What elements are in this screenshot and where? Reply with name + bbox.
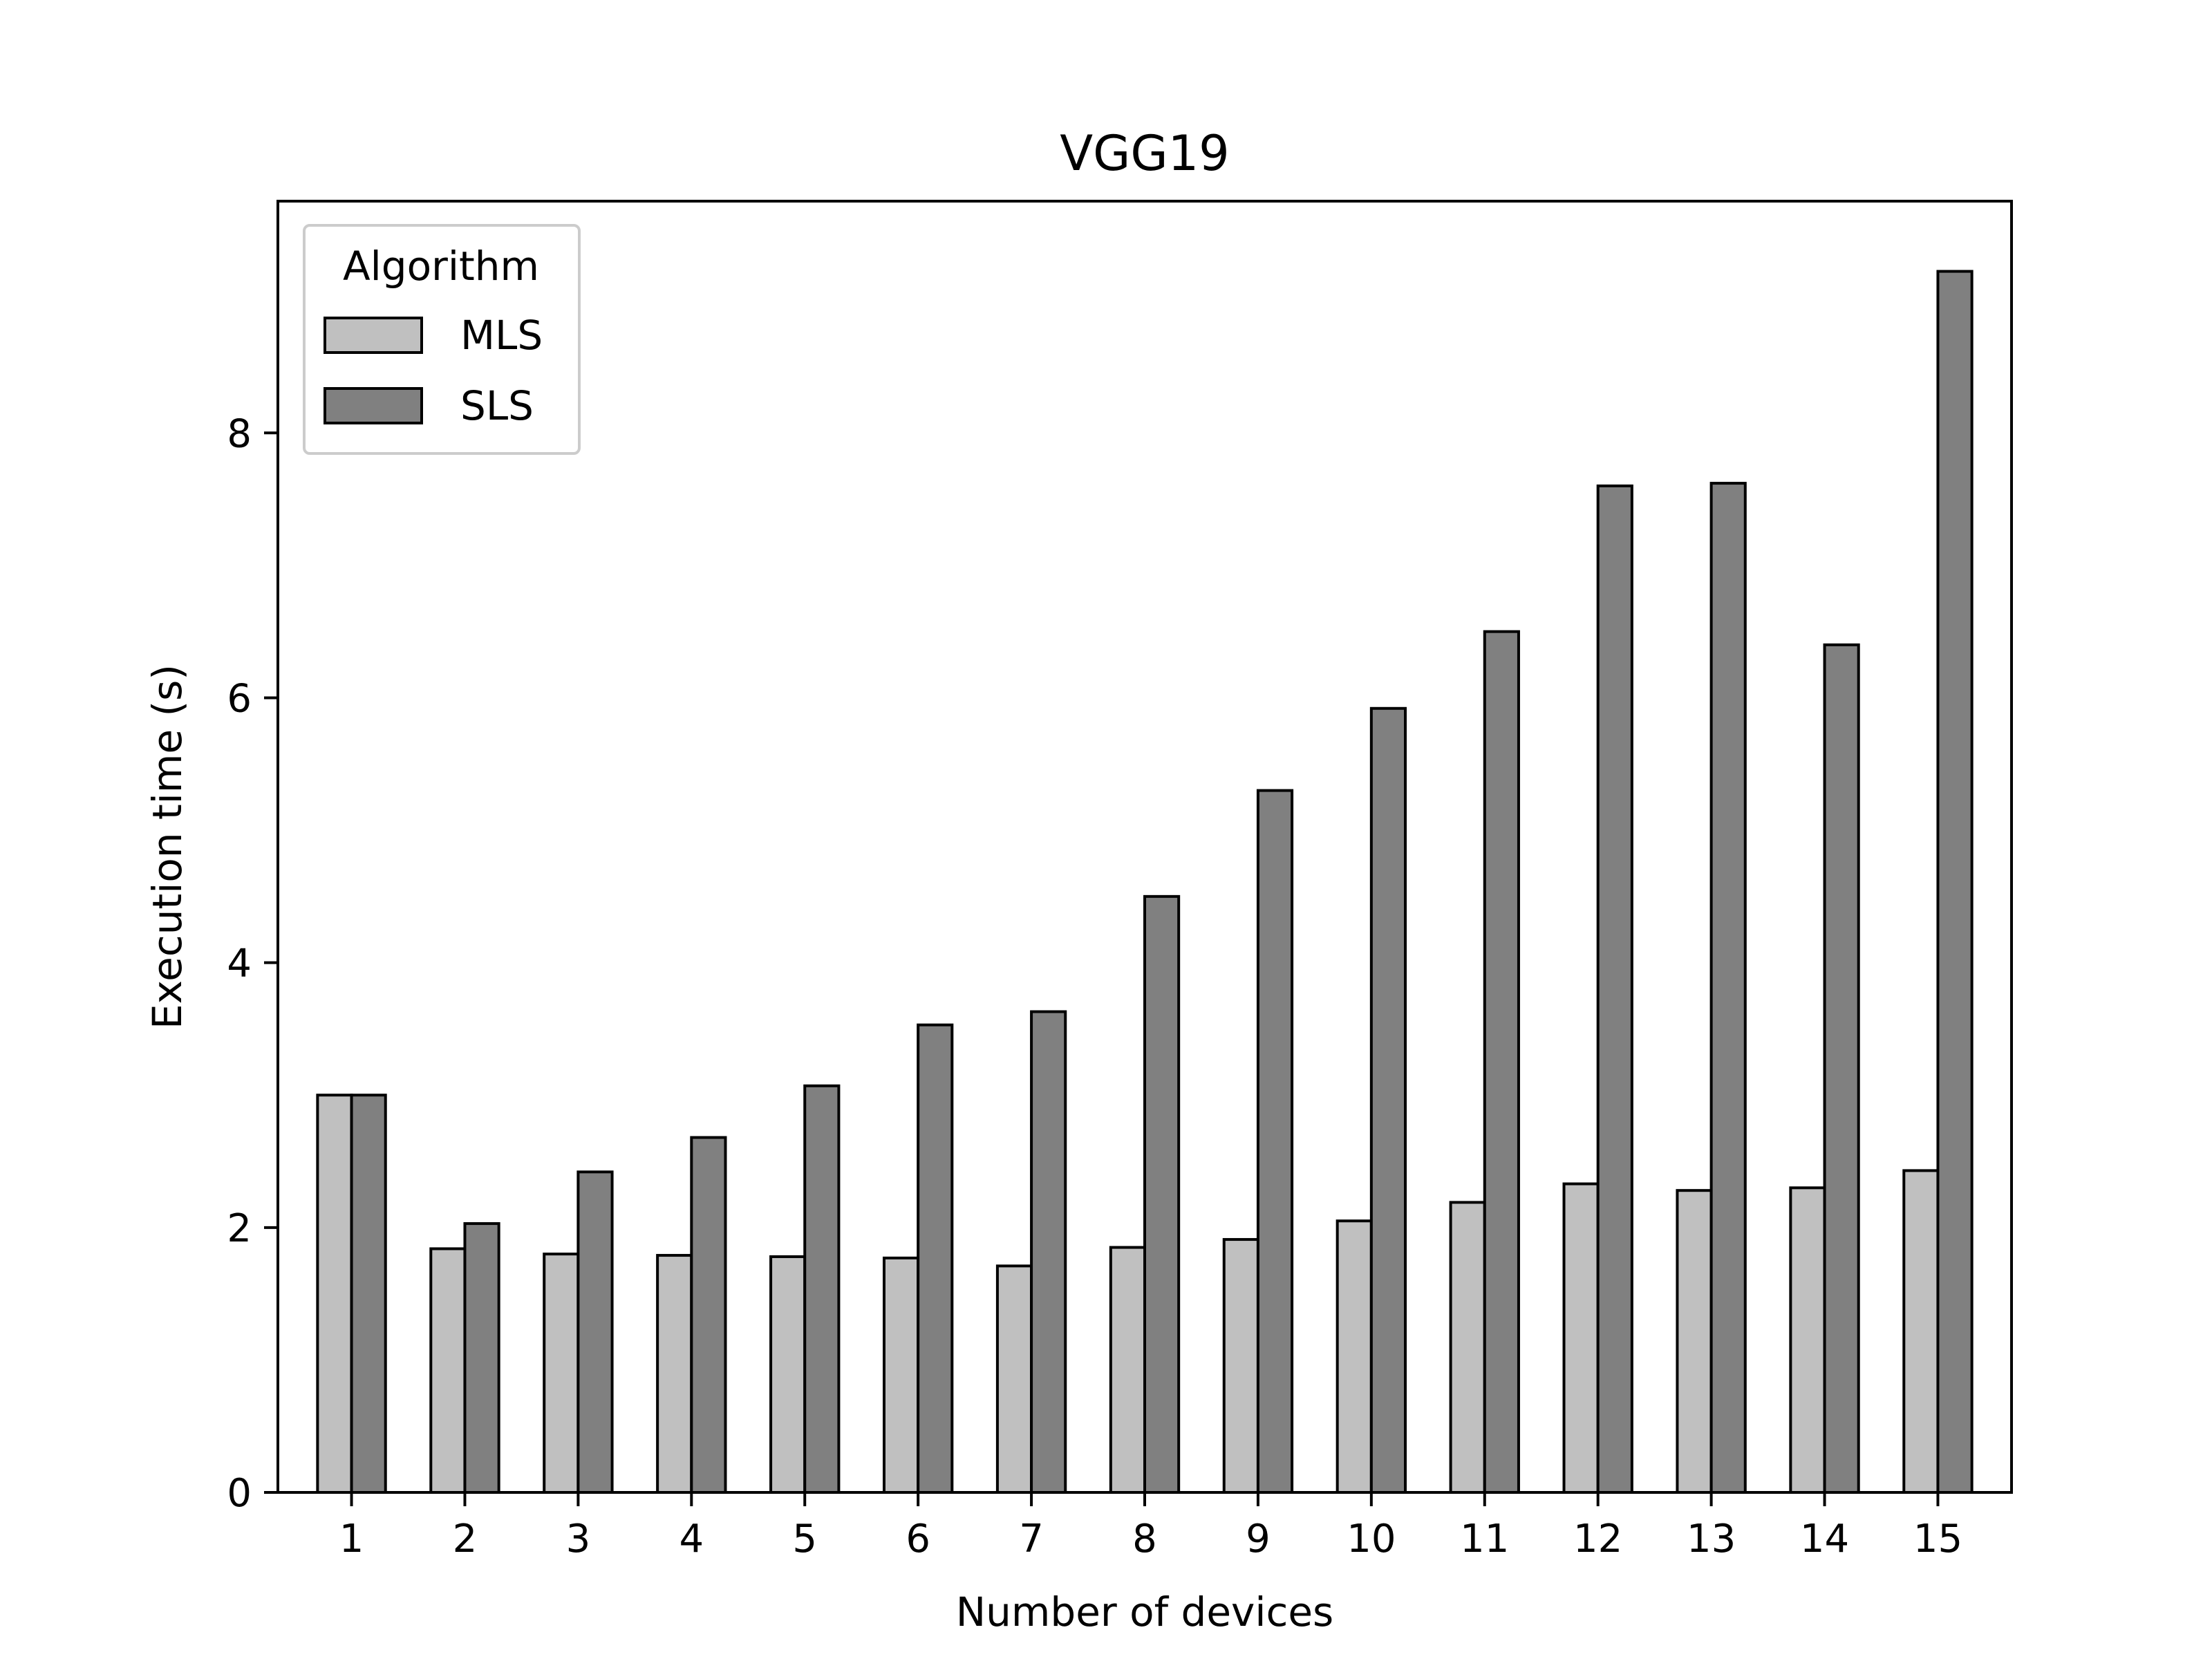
- x-tick-label: 12: [1573, 1517, 1622, 1562]
- bar-sls-3: [577, 1170, 614, 1494]
- bar-mls-11: [1449, 1201, 1486, 1494]
- bar-sls-5: [803, 1084, 841, 1494]
- legend-label-sls: SLS: [460, 382, 534, 429]
- x-tick-label: 7: [1019, 1517, 1044, 1562]
- y-tick-label: 0: [227, 1471, 252, 1516]
- bar-sls-15: [1936, 270, 1974, 1494]
- y-tick-label: 4: [227, 941, 252, 986]
- x-tick-label: 1: [339, 1517, 364, 1562]
- bar-mls-14: [1789, 1186, 1826, 1494]
- legend-title: Algorithm: [343, 243, 539, 290]
- bar-mls-9: [1222, 1238, 1259, 1494]
- legend-label-mls: MLS: [460, 312, 543, 359]
- bars-layer: [316, 270, 1974, 1494]
- chart-title: VGG19: [1060, 125, 1229, 182]
- y-tick-label: 2: [227, 1206, 252, 1251]
- bar-mls-4: [656, 1254, 693, 1494]
- x-tick-label: 4: [679, 1517, 704, 1562]
- bar-sls-14: [1823, 643, 1860, 1494]
- x-tick-label: 3: [566, 1517, 591, 1562]
- x-tick-label: 2: [453, 1517, 478, 1562]
- bar-sls-10: [1369, 706, 1407, 1494]
- legend-swatch-mls: [324, 317, 423, 354]
- bar-sls-2: [463, 1222, 500, 1494]
- x-tick-label: 10: [1347, 1517, 1396, 1562]
- y-axis: 0 2 4 6 8: [227, 411, 278, 1516]
- x-tick-label: 6: [906, 1517, 930, 1562]
- bar-sls-12: [1596, 484, 1633, 1494]
- bar-mls-10: [1335, 1219, 1373, 1494]
- bar-mls-8: [1109, 1246, 1146, 1494]
- bar-mls-2: [429, 1247, 467, 1494]
- legend: Algorithm MLS SLS: [303, 224, 581, 455]
- x-tick-label: 9: [1246, 1517, 1271, 1562]
- bar-sls-8: [1143, 894, 1181, 1494]
- y-axis-title: Execution time (s): [144, 664, 191, 1029]
- legend-swatch-sls: [324, 387, 423, 424]
- x-axis: 1 2 3 4 5 6 7 8 9 10 11 12 13 14 15: [339, 1492, 1962, 1562]
- bar-sls-6: [917, 1023, 954, 1494]
- x-tick-label: 15: [1913, 1517, 1962, 1562]
- bar-mls-7: [995, 1264, 1033, 1494]
- bar-sls-11: [1483, 630, 1520, 1494]
- bar-sls-7: [1030, 1010, 1067, 1494]
- x-axis-title: Number of devices: [956, 1588, 1334, 1635]
- x-tick-label: 5: [792, 1517, 817, 1562]
- x-tick-label: 8: [1132, 1517, 1157, 1562]
- bar-mls-15: [1902, 1169, 1940, 1494]
- bar-mls-5: [769, 1255, 807, 1494]
- bar-mls-3: [543, 1253, 580, 1494]
- y-tick-label: 6: [227, 676, 252, 721]
- bar-mls-1: [316, 1094, 353, 1494]
- bar-mls-6: [882, 1256, 920, 1494]
- bar-sls-4: [690, 1136, 727, 1494]
- bar-mls-12: [1562, 1182, 1600, 1494]
- x-tick-label: 13: [1687, 1517, 1736, 1562]
- bar-sls-1: [350, 1094, 387, 1494]
- x-tick-label: 11: [1460, 1517, 1509, 1562]
- bar-sls-9: [1256, 789, 1294, 1494]
- bar-mls-13: [1676, 1189, 1713, 1494]
- bar-sls-13: [1709, 482, 1747, 1494]
- x-tick-label: 14: [1800, 1517, 1849, 1562]
- y-tick-label: 8: [227, 411, 252, 456]
